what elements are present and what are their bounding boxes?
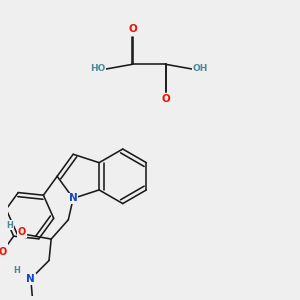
- Text: H: H: [14, 266, 21, 275]
- Text: HO: HO: [90, 64, 105, 73]
- Text: O: O: [0, 247, 6, 257]
- Text: OH: OH: [193, 64, 208, 73]
- Text: N: N: [26, 274, 35, 284]
- Text: O: O: [161, 94, 170, 104]
- Text: O: O: [18, 227, 26, 237]
- Text: N: N: [69, 194, 78, 203]
- Text: H: H: [7, 220, 14, 230]
- Text: O: O: [128, 24, 137, 34]
